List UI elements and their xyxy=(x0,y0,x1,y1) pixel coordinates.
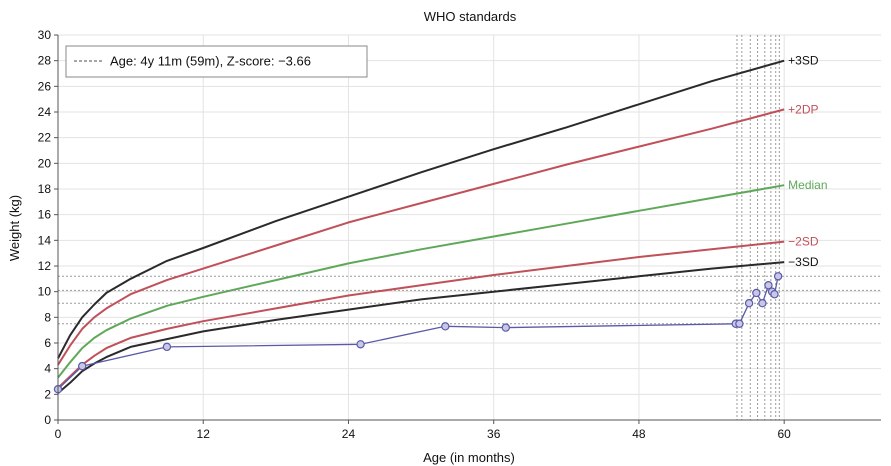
data-point xyxy=(78,361,87,371)
curve-label-median: Median xyxy=(788,178,827,192)
legend-box xyxy=(65,45,368,78)
reference-lines xyxy=(58,35,881,420)
data-point xyxy=(735,319,744,328)
series-group xyxy=(53,59,785,394)
legend: Age: 4y 11m (59m), Z-score: −3.66 xyxy=(65,45,368,78)
data-point xyxy=(162,342,172,352)
y-tick-label: 26 xyxy=(38,79,52,93)
data-point xyxy=(744,299,754,308)
curve-label-2dp: +2DP xyxy=(788,102,818,116)
y-tick-label: 16 xyxy=(38,208,52,222)
y-tick-label: 4 xyxy=(44,362,51,376)
x-tick-label: 24 xyxy=(342,427,356,441)
series-line-3sd xyxy=(57,59,785,359)
series-line-3sd xyxy=(57,261,785,394)
data-point xyxy=(441,322,450,331)
y-tick-label: 2 xyxy=(44,387,51,401)
series-line-median xyxy=(57,184,785,379)
series-line-patient xyxy=(57,276,779,390)
data-point xyxy=(764,281,773,290)
x-tick-label: 48 xyxy=(632,427,646,441)
x-tick-label: 0 xyxy=(55,427,62,441)
data-point xyxy=(773,272,783,281)
x-axis-title: Age (in months) xyxy=(423,450,515,465)
curve-label-2sd: −2SD xyxy=(788,235,819,249)
y-tick-label: 18 xyxy=(38,182,52,196)
curve-labels: +3SD +2DP Median −2SD −3SD xyxy=(788,54,827,269)
y-tick-label: 12 xyxy=(38,259,52,273)
x-tick-label: 12 xyxy=(197,427,211,441)
y-tick-label: 8 xyxy=(44,310,51,324)
x-tick-label: 60 xyxy=(777,427,791,441)
grid xyxy=(57,34,881,421)
data-point xyxy=(770,290,779,299)
y-tick-label: 22 xyxy=(38,131,52,145)
y-tick-label: 14 xyxy=(38,233,52,247)
data-point xyxy=(356,340,365,349)
series-line-2sd xyxy=(57,240,785,389)
curve-label-3sd: −3SD xyxy=(788,255,819,269)
x-tick-label: 36 xyxy=(487,427,501,441)
chart-title: WHO standards xyxy=(424,9,517,24)
y-tick-label: 6 xyxy=(44,336,51,350)
y-tick-label: 0 xyxy=(44,413,51,427)
y-tick-label: 20 xyxy=(38,156,52,170)
curve-label-3sd: +3SD xyxy=(788,54,819,68)
y-tick-label: 24 xyxy=(38,105,52,119)
data-point xyxy=(752,288,761,298)
series-line-2dp xyxy=(57,108,785,366)
data-point xyxy=(501,323,511,332)
legend-label: Age: 4y 11m (59m), Z-score: −3.66 xyxy=(110,54,311,69)
y-axis-title: Weight (kg) xyxy=(7,195,22,261)
y-tick-label: 28 xyxy=(38,54,52,68)
y-tick-label: 30 xyxy=(38,28,52,42)
data-point xyxy=(758,299,767,308)
y-tick-label: 10 xyxy=(38,285,52,299)
